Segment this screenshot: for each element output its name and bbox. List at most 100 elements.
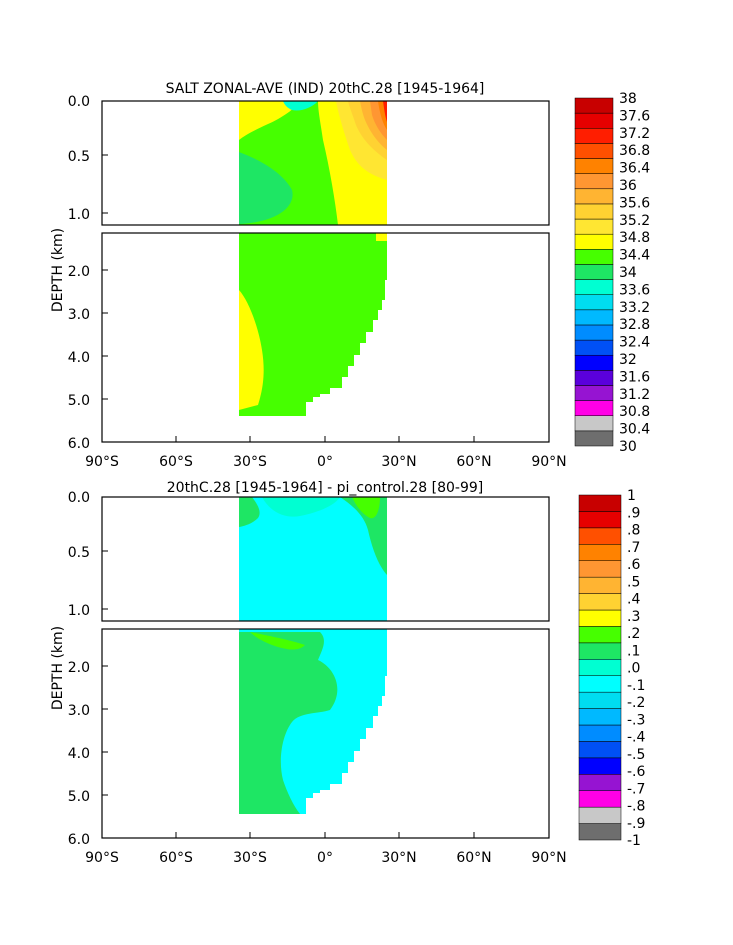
diff-xtick: 60°N xyxy=(456,850,491,866)
diff-y-ticks-upper: 0.0 0.5 1.0 xyxy=(68,490,90,619)
colorbar-label: .9 xyxy=(627,505,640,521)
colorbar-swatch xyxy=(578,527,622,545)
salt-deep-green xyxy=(239,233,387,416)
colorbar-label: -.5 xyxy=(627,747,645,763)
colorbar-label: .3 xyxy=(627,609,640,625)
colorbar-label: .7 xyxy=(627,540,640,556)
colorbar-label: -.2 xyxy=(627,695,645,711)
salt-ytick: 2.0 xyxy=(68,264,90,280)
salt-ytick: 4.0 xyxy=(68,350,90,366)
colorbar-swatch xyxy=(574,324,614,341)
colorbar-swatch xyxy=(574,249,614,265)
colorbar-label: 36.8 xyxy=(619,143,650,159)
colorbar-label: -.8 xyxy=(627,799,645,815)
colorbar-swatch xyxy=(574,385,614,401)
colorbar-label: .0 xyxy=(627,661,640,677)
colorbar-swatch xyxy=(574,294,614,311)
colorbar-swatch xyxy=(578,823,622,841)
colorbar-label: -.4 xyxy=(627,730,646,746)
diff-upper-zero-band xyxy=(262,497,340,517)
diff-title: 20thC.28 [1945-1964] - pi_control.28 [80… xyxy=(167,480,483,496)
colorbar-swatch xyxy=(578,544,622,561)
diff-xtick: 60°S xyxy=(159,850,193,866)
colorbar-label: .6 xyxy=(627,557,640,573)
colorbar-label: .5 xyxy=(627,574,640,590)
colorbar-label: 34.8 xyxy=(619,230,650,246)
salt-ytick: 5.0 xyxy=(68,393,90,409)
diff-lower-field xyxy=(239,629,387,814)
colorbar-swatch xyxy=(578,576,622,594)
colorbar-label: 36 xyxy=(619,178,637,194)
diff-xtick: 0° xyxy=(317,850,333,866)
colorbar-swatch xyxy=(574,430,614,447)
salt-xtick: 0° xyxy=(317,454,333,470)
colorbar-label: 30.4 xyxy=(619,422,650,438)
diff-north-01 xyxy=(352,497,380,519)
colorbar-swatch xyxy=(574,128,614,144)
colorbar-label: 35.2 xyxy=(619,213,650,229)
colorbar-label: .8 xyxy=(627,523,640,539)
colorbar-swatch xyxy=(574,279,614,295)
diff-xtick: 90°S xyxy=(85,850,119,866)
colorbar-swatch xyxy=(578,691,622,709)
colorbar-swatch xyxy=(578,790,622,808)
salt-south-deep-yellow xyxy=(239,290,264,410)
diff-colorbar xyxy=(578,494,622,841)
salt-upper-frame xyxy=(101,100,550,226)
colorbar-swatch xyxy=(578,659,622,676)
colorbar-swatch xyxy=(574,415,614,432)
salt-colorbar-labels: 3837.637.236.836.43635.635.234.834.43433… xyxy=(619,91,650,455)
diff-north-positive xyxy=(340,497,387,575)
colorbar-swatch xyxy=(578,511,622,529)
salt-x-ticks: 90°S 60°S 30°S 0° 30°N 60°N 90°N xyxy=(85,454,567,470)
diff-ytick: 6.0 xyxy=(68,832,90,848)
diff-south-surface xyxy=(239,497,260,527)
colorbar-swatch xyxy=(578,626,622,644)
colorbar-swatch xyxy=(574,97,614,114)
diff-ytick: 0.0 xyxy=(68,490,90,506)
salt-south-surface xyxy=(239,101,300,140)
colorbar-label: 35.6 xyxy=(619,195,650,211)
salt-colorbar xyxy=(574,97,614,447)
diff-xtick: 30°N xyxy=(381,850,416,866)
diff-south-positive xyxy=(239,632,338,814)
colorbar-label: 31.6 xyxy=(619,369,650,385)
salt-title: SALT ZONAL-AVE (IND) 20thC.28 [1945-1964… xyxy=(166,81,485,97)
salt-ylabel: DEPTH (km) xyxy=(50,228,66,312)
colorbar-swatch xyxy=(574,112,614,129)
colorbar-swatch xyxy=(574,143,614,159)
colorbar-swatch xyxy=(574,309,614,326)
colorbar-label: .2 xyxy=(627,626,640,642)
colorbar-label: 32 xyxy=(619,352,637,368)
colorbar-label: -.6 xyxy=(627,764,646,780)
diff-x-ticks: 90°S 60°S 30°S 0° 30°N 60°N 90°N xyxy=(85,850,567,866)
salt-north-deep-yellow xyxy=(376,233,387,241)
salt-ytick: 0.5 xyxy=(68,149,90,165)
diff-upper-frame xyxy=(101,496,550,622)
colorbar-swatch xyxy=(578,741,622,759)
diff-y-ticks-lower: 2.0 3.0 4.0 5.0 6.0 xyxy=(68,660,90,848)
colorbar-swatch xyxy=(578,724,622,742)
colorbar-label: 33.6 xyxy=(619,282,650,298)
diff-ytick: 0.5 xyxy=(68,545,90,561)
salt-panel: SALT ZONAL-AVE (IND) 20thC.28 [1945-1964… xyxy=(50,81,650,470)
salt-ytick: 1.0 xyxy=(68,207,90,223)
colorbar-swatch xyxy=(578,593,622,611)
salt-xtick: 30°N xyxy=(381,454,416,470)
colorbar-swatch xyxy=(578,609,622,627)
diff-panel: 20thC.28 [1945-1964] - pi_control.28 [80… xyxy=(50,480,646,866)
colorbar-label: 31.2 xyxy=(619,387,650,403)
colorbar-label: -.3 xyxy=(627,712,645,728)
salt-xtick: 60°N xyxy=(456,454,491,470)
diff-ytick: 2.0 xyxy=(68,660,90,676)
diff-ytick: 5.0 xyxy=(68,789,90,805)
colorbar-swatch xyxy=(574,370,614,386)
salt-xtick: 60°S xyxy=(159,454,193,470)
colorbar-swatch xyxy=(574,173,614,190)
diff-tick-marks xyxy=(102,496,475,838)
salt-equator-fresh xyxy=(283,101,318,111)
salt-north-372 xyxy=(383,101,387,122)
colorbar-label: 34.4 xyxy=(619,248,650,264)
colorbar-swatch xyxy=(574,218,614,235)
